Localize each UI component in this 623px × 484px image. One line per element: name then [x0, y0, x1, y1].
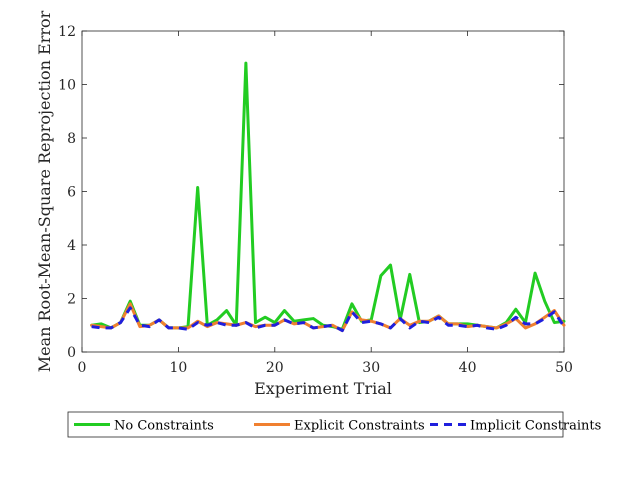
- x-tick-label: 10: [169, 360, 187, 376]
- x-axis-title: Experiment Trial: [254, 379, 392, 398]
- legend-label: Explicit Constraints: [294, 419, 425, 434]
- legend-label: Implicit Constraints: [470, 419, 601, 434]
- y-tick-label: 0: [67, 345, 76, 361]
- y-tick-label: 12: [58, 24, 76, 40]
- y-tick-label: 2: [67, 292, 76, 308]
- y-tick-label: 10: [58, 78, 76, 94]
- legend: No Constraints Explicit Constraints Implic…: [67, 411, 601, 438]
- y-tick-label: 4: [67, 238, 76, 254]
- series-implicit-constraints-line: [91, 306, 566, 333]
- x-tick-label: 40: [459, 360, 477, 376]
- legend-box: [67, 411, 564, 438]
- y-tick-label: 6: [67, 185, 76, 201]
- x-tick-label: 30: [362, 360, 380, 376]
- x-axis-ticks: 0 10 20 30 40 50: [78, 31, 573, 376]
- legend-label: No Constraints: [114, 419, 214, 434]
- y-axis-title: Mean Root-Mean-Square Reprojection Error: [35, 10, 54, 372]
- x-tick-label: 50: [555, 360, 573, 376]
- x-tick-label: 20: [266, 360, 284, 376]
- x-tick-label: 0: [78, 360, 87, 376]
- y-tick-label: 8: [67, 131, 76, 147]
- series-layer: [90, 61, 566, 333]
- y-axis-ticks: 0 2 4 6 8 10 12: [58, 24, 564, 361]
